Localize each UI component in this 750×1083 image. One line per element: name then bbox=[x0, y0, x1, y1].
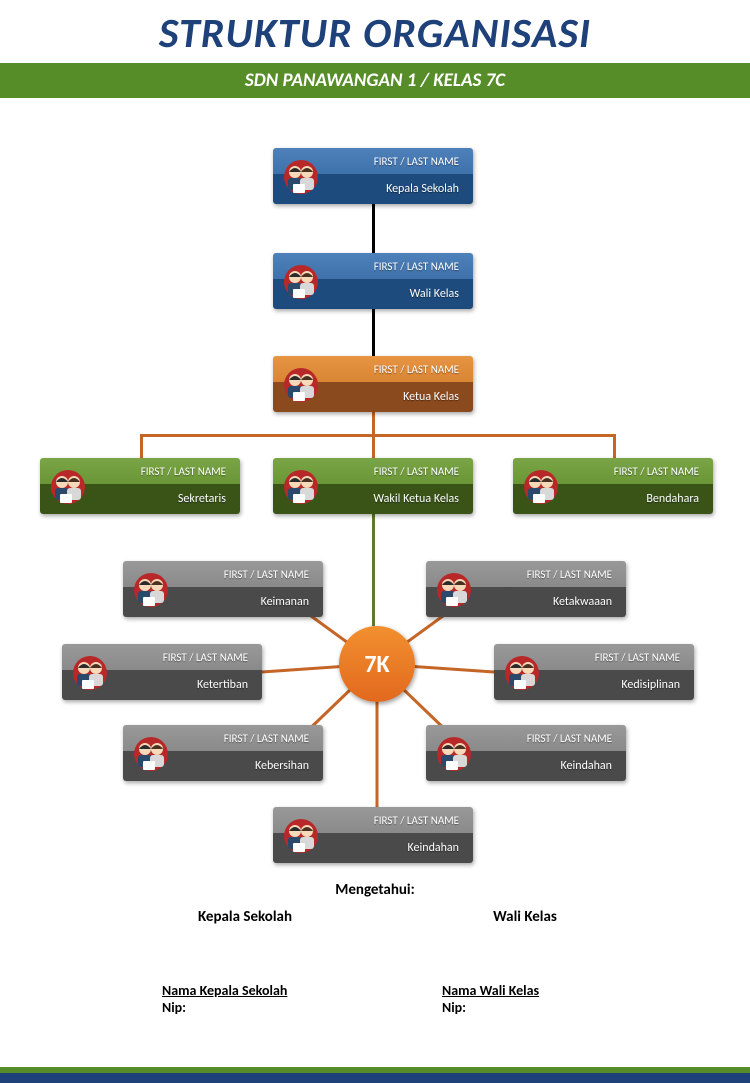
avatar-icon bbox=[279, 468, 323, 506]
signature-right: Wali Kelas bbox=[400, 908, 650, 926]
page-subtitle: SDN PANAWANGAN 1 / KELAS 7C bbox=[0, 63, 750, 98]
footer-stripe bbox=[0, 1073, 750, 1083]
footer-stripes bbox=[0, 1067, 750, 1083]
signature-left: Kepala Sekolah bbox=[120, 908, 370, 926]
avatar-icon bbox=[432, 735, 476, 773]
signature-right-role: Wali Kelas bbox=[400, 908, 650, 926]
avatar-icon bbox=[46, 468, 90, 506]
signature-left-name-block: Nama Kepala Sekolah Nip: bbox=[120, 982, 370, 1016]
org-node-kepala-sekolah: FIRST / LAST NAMEKepala Sekolah bbox=[273, 148, 473, 204]
avatar-icon bbox=[279, 817, 323, 855]
avatar-icon bbox=[432, 571, 476, 609]
connector-line bbox=[372, 434, 375, 458]
spoke-lines bbox=[0, 98, 750, 998]
org-node-kedisiplinan: FIRST / LAST NAMEKedisiplinan bbox=[494, 644, 694, 700]
org-node-ketua-kelas: FIRST / LAST NAMEKetua Kelas bbox=[273, 356, 473, 412]
connector-line bbox=[372, 309, 375, 356]
org-node-sekretaris: FIRST / LAST NAMESekretaris bbox=[40, 458, 240, 514]
org-node-keindahan-2: FIRST / LAST NAMEKeindahan bbox=[273, 807, 473, 863]
avatar-icon bbox=[279, 158, 323, 196]
connector-line bbox=[140, 434, 143, 458]
connector-line bbox=[613, 434, 616, 458]
signature-left-role: Kepala Sekolah bbox=[120, 908, 370, 926]
avatar-icon bbox=[500, 654, 544, 692]
signatures-heading: Mengetahui: bbox=[0, 880, 750, 899]
avatar-icon bbox=[129, 571, 173, 609]
avatar-icon bbox=[68, 654, 112, 692]
org-node-keindahan: FIRST / LAST NAMEKeindahan bbox=[426, 725, 626, 781]
signature-right-name: Nama Wali Kelas bbox=[442, 982, 650, 999]
org-node-wali-kelas: FIRST / LAST NAMEWali Kelas bbox=[273, 253, 473, 309]
connector-line bbox=[372, 412, 375, 436]
signature-left-nip: Nip: bbox=[162, 999, 370, 1016]
avatar-icon bbox=[519, 468, 563, 506]
org-node-bendahara: FIRST / LAST NAMEBendahara bbox=[513, 458, 713, 514]
org-node-ketertiban: FIRST / LAST NAMEKetertiban bbox=[62, 644, 262, 700]
signature-right-name-block: Nama Wali Kelas Nip: bbox=[400, 982, 650, 1016]
avatar-icon bbox=[129, 735, 173, 773]
connector-line bbox=[372, 514, 375, 626]
signature-right-nip: Nip: bbox=[442, 999, 650, 1016]
org-node-ketakwaan: FIRST / LAST NAMEKetakwaaan bbox=[426, 561, 626, 617]
signature-left-name: Nama Kepala Sekolah bbox=[162, 982, 370, 999]
connector-line bbox=[372, 204, 375, 253]
org-chart-canvas: 7K FIRST / LAST NAMEKepala Sekolah FIRST … bbox=[0, 98, 750, 998]
org-node-keimanan: FIRST / LAST NAMEKeimanan bbox=[123, 561, 323, 617]
connector-line bbox=[140, 434, 616, 437]
avatar-icon bbox=[279, 366, 323, 404]
page-title: STRUKTUR ORGANISASI bbox=[0, 0, 750, 59]
avatar-icon bbox=[279, 263, 323, 301]
org-node-wakil-ketua: FIRST / LAST NAMEWakil Ketua Kelas bbox=[273, 458, 473, 514]
hub-7k: 7K bbox=[339, 626, 415, 702]
org-node-kebersihan: FIRST / LAST NAMEKebersihan bbox=[123, 725, 323, 781]
